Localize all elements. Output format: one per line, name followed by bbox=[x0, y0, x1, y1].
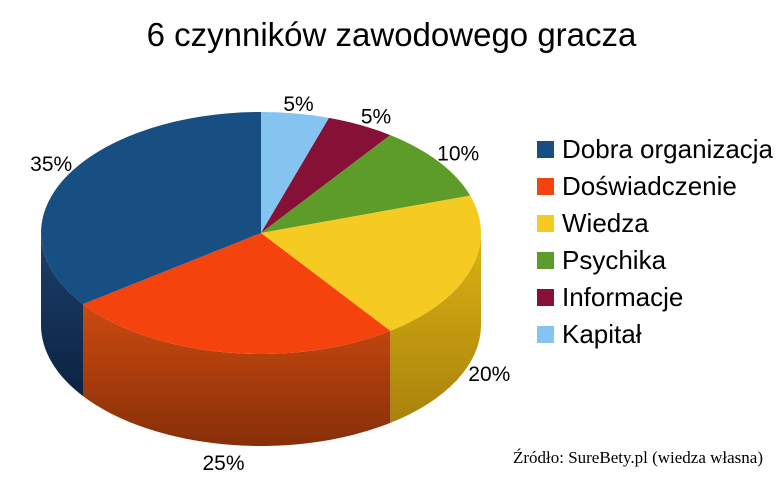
legend: Dobra organizacja Doświadczenie Wiedza Psyc… bbox=[537, 131, 773, 353]
pie-slice-informacje bbox=[261, 117, 391, 233]
pie-slice-doswiadczenie bbox=[83, 233, 391, 354]
pie-slice-wiedza bbox=[261, 195, 481, 331]
legend-item-psychika: Psychika bbox=[537, 242, 773, 279]
legend-swatch-dobra-organizacja bbox=[537, 141, 554, 158]
pct-label-informacje: 5% bbox=[361, 106, 391, 129]
pct-label-dobra-organizacja: 35% bbox=[30, 153, 72, 176]
legend-swatch-doswiadczenie bbox=[537, 178, 554, 195]
legend-item-wiedza: Wiedza bbox=[537, 205, 773, 242]
legend-swatch-psychika bbox=[537, 252, 554, 269]
legend-label-doswiadczenie: Doświadczenie bbox=[562, 171, 737, 201]
legend-label-wiedza: Wiedza bbox=[562, 208, 649, 238]
pie-top-faces bbox=[41, 111, 481, 354]
pct-label-wiedza: 20% bbox=[468, 363, 510, 386]
pct-label-kapital: 5% bbox=[283, 93, 313, 116]
legend-item-kapital: Kapitał bbox=[537, 316, 773, 353]
legend-label-kapital: Kapitał bbox=[562, 319, 642, 349]
legend-swatch-kapital bbox=[537, 326, 554, 343]
legend-swatch-wiedza bbox=[537, 215, 554, 232]
chart-title: 6 czynników zawodowego gracza bbox=[146, 16, 637, 53]
legend-item-informacje: Informacje bbox=[537, 279, 773, 316]
pct-label-psychika: 10% bbox=[437, 142, 479, 165]
legend-label-dobra-organizacja: Dobra organizacja bbox=[562, 134, 774, 164]
pie-slice-psychika bbox=[261, 135, 471, 233]
legend-label-informacje: Informacje bbox=[562, 282, 684, 312]
pie-3d-sides bbox=[41, 233, 481, 446]
legend-item-doswiadczenie: Doświadczenie bbox=[537, 168, 773, 205]
pie-slice-kapital bbox=[261, 111, 329, 233]
legend-swatch-informacje bbox=[537, 289, 554, 306]
pie-side-doswiadczenie bbox=[83, 304, 391, 446]
pie-side-wiedza bbox=[390, 233, 481, 423]
pct-label-doswiadczenie: 25% bbox=[202, 452, 244, 475]
source-note: Źródło: SureBety.pl (wiedza własna) bbox=[512, 448, 763, 467]
legend-item-dobra-organizacja: Dobra organizacja bbox=[537, 131, 773, 168]
pie-slice-dobra-organizacja bbox=[41, 112, 261, 305]
pie-side-dobra-organizacja bbox=[41, 233, 83, 397]
legend-label-psychika: Psychika bbox=[562, 245, 667, 275]
pie-percent-labels: 5% 5% 10% 20% 25% 35% bbox=[30, 93, 510, 475]
